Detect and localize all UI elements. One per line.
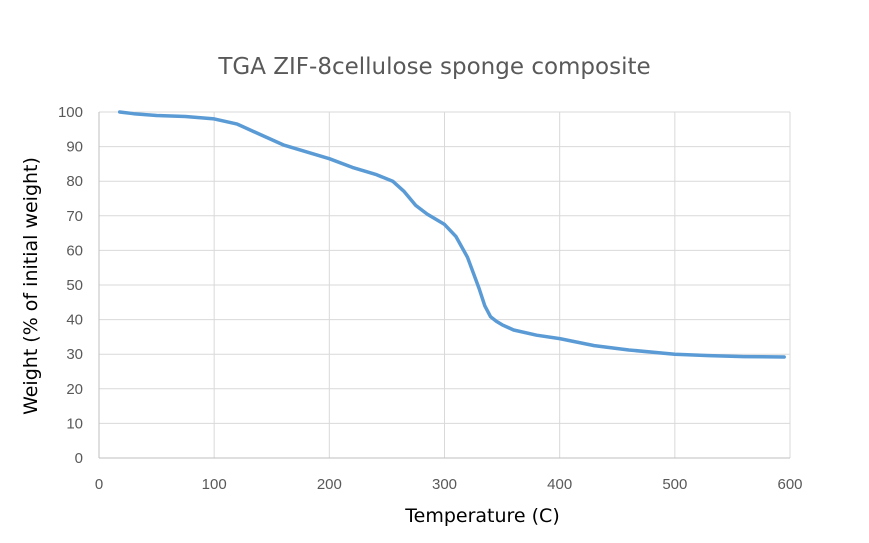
axes	[98, 112, 790, 459]
x-tick-label: 300	[432, 476, 457, 493]
x-tick-label: 500	[662, 476, 687, 493]
y-tick-label: 60	[66, 242, 83, 259]
y-tick-label: 100	[58, 104, 83, 121]
x-tick-label: 100	[202, 476, 227, 493]
y-axis-label: Weight (% of initial weight)	[20, 157, 42, 415]
y-tick-label: 30	[66, 346, 83, 363]
x-axis-label: Temperature (C)	[405, 505, 560, 527]
x-tick-label: 400	[547, 476, 572, 493]
y-tick-label: 80	[66, 173, 83, 190]
chart-title: TGA ZIF-8cellulose sponge composite	[218, 54, 651, 80]
y-tick-label: 50	[66, 277, 83, 294]
y-tick-label: 20	[66, 381, 83, 398]
tick-labels: 0 10 20 30 40 50 60 70 80 90 100 0 100 200 300 400 500 60…	[58, 104, 803, 493]
y-tick-label: 0	[75, 450, 83, 467]
y-tick-label: 40	[66, 312, 83, 329]
y-tick-label: 10	[66, 415, 83, 432]
y-tick-label: 90	[66, 139, 83, 156]
x-tick-label: 600	[777, 476, 802, 493]
series-layer	[117, 110, 786, 359]
x-tick-label: 200	[317, 476, 342, 493]
gridlines	[99, 111, 791, 458]
y-tick-label: 70	[66, 208, 83, 225]
series-line	[117, 110, 786, 359]
x-tick-label: 0	[95, 476, 103, 493]
